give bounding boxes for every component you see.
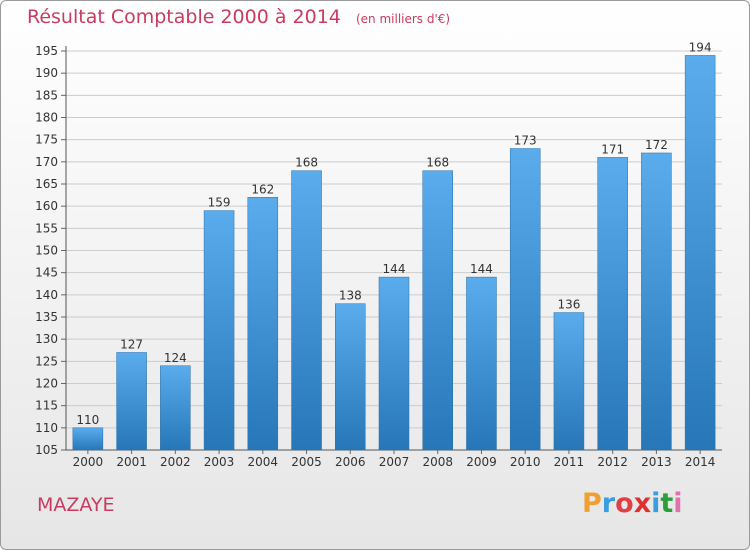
bar <box>335 303 366 451</box>
logo-letter: t <box>660 488 674 519</box>
y-tick-label: 115 <box>35 399 58 413</box>
bar <box>160 365 191 451</box>
bar-value-label: 136 <box>557 298 580 312</box>
bar <box>203 210 235 451</box>
bar-value-label: 159 <box>208 196 231 210</box>
y-tick-label: 120 <box>35 377 58 391</box>
x-tick-label: 2000 <box>73 455 104 469</box>
y-tick-label: 130 <box>35 332 58 346</box>
x-tick-label: 2002 <box>160 455 191 469</box>
y-tick-label: 180 <box>35 111 58 125</box>
x-tick-label: 2009 <box>466 455 497 469</box>
y-tick-label: 160 <box>35 199 58 213</box>
commune-name: MAZAYE <box>37 494 115 516</box>
bar <box>684 55 716 451</box>
y-tick-label: 165 <box>35 177 58 191</box>
y-tick-label: 150 <box>35 244 58 258</box>
bar-value-label: 110 <box>76 413 99 427</box>
chart-subtitle: (en milliers d'€) <box>355 12 451 26</box>
chart-title: Résultat Comptable 2000 à 2014 <box>27 6 341 28</box>
logo-letter: r <box>601 488 616 519</box>
x-tick-label: 2012 <box>597 455 628 469</box>
x-tick-label: 2010 <box>510 455 541 469</box>
x-tick-label: 2006 <box>335 455 366 469</box>
x-tick-label: 2003 <box>204 455 235 469</box>
logo-letter: P <box>582 488 602 519</box>
y-tick-label: 110 <box>35 421 58 435</box>
bar <box>291 170 322 451</box>
bar-value-label: 127 <box>120 337 143 351</box>
bar <box>597 157 628 451</box>
bar <box>553 312 585 451</box>
bar <box>72 427 104 451</box>
bar <box>466 276 497 451</box>
bar <box>116 352 147 451</box>
x-tick-label: 2013 <box>641 455 672 469</box>
bar-value-label: 138 <box>339 289 362 303</box>
bar-value-label: 124 <box>164 351 187 365</box>
bar-value-label: 144 <box>383 262 406 276</box>
bar <box>247 197 279 451</box>
y-tick-label: 135 <box>35 310 58 324</box>
y-tick-label: 140 <box>35 288 58 302</box>
x-tick-label: 2011 <box>554 455 585 469</box>
bar-value-label: 162 <box>251 182 274 196</box>
proxiti-logo: Proxiti <box>582 488 683 519</box>
bar-value-label: 173 <box>514 134 537 148</box>
x-tick-label: 2005 <box>291 455 322 469</box>
bar <box>509 148 541 451</box>
x-tick-label: 2001 <box>116 455 147 469</box>
y-tick-label: 145 <box>35 266 58 280</box>
x-tick-label: 2014 <box>685 455 716 469</box>
bar-value-label: 172 <box>645 138 668 152</box>
logo-letter: x <box>633 488 652 519</box>
bar-value-label: 194 <box>689 40 712 54</box>
logo-letter: o <box>615 488 634 519</box>
bar <box>641 152 672 451</box>
y-tick-label: 105 <box>35 443 58 457</box>
y-tick-label: 170 <box>35 155 58 169</box>
logo-letter: i <box>651 488 661 519</box>
bar-value-label: 144 <box>470 262 493 276</box>
y-tick-label: 175 <box>35 133 58 147</box>
x-tick-label: 2007 <box>379 455 410 469</box>
y-tick-label: 125 <box>35 354 58 368</box>
bar-value-label: 168 <box>295 156 318 170</box>
x-tick-label: 2008 <box>422 455 453 469</box>
y-tick-label: 190 <box>35 66 58 80</box>
bar <box>378 276 410 451</box>
bar <box>422 170 453 451</box>
y-tick-label: 155 <box>35 221 58 235</box>
bar-value-label: 171 <box>601 142 624 156</box>
x-tick-label: 2004 <box>248 455 279 469</box>
logo-letter: i <box>673 488 683 519</box>
bar-value-label: 168 <box>426 156 449 170</box>
y-tick-label: 195 <box>35 44 58 58</box>
y-tick-label: 185 <box>35 88 58 102</box>
chart-title-block: Résultat Comptable 2000 à 2014 (en milli… <box>27 6 450 28</box>
